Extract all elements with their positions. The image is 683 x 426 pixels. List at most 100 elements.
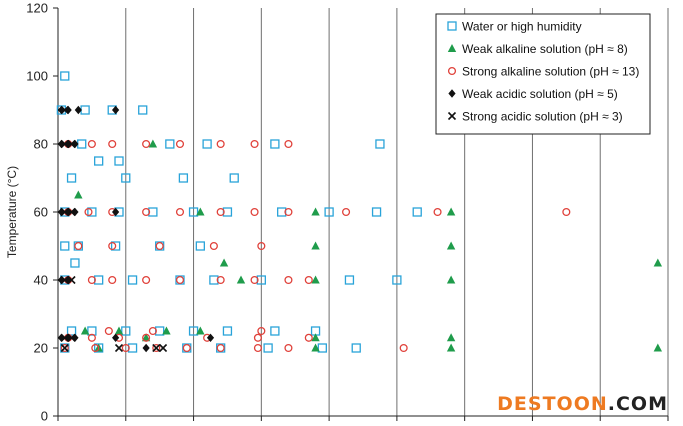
point-s4-3 — [60, 207, 69, 217]
point-s2-43 — [152, 343, 161, 353]
y-ticks: 0 20 40 60 80 100 120 — [26, 1, 58, 424]
point-s2-31 — [284, 275, 293, 285]
point-s0-19 — [371, 207, 382, 217]
point-s2-1 — [87, 139, 96, 149]
point-s2-28 — [175, 275, 185, 285]
point-s2-22 — [209, 241, 218, 251]
point-s0-9 — [178, 173, 189, 183]
point-s4-9 — [114, 343, 124, 353]
legend-entry-3: Weak acidic solution (pH ≈ 5) — [462, 87, 618, 101]
legend-entry-2: Strong alkaline solution (pH ≈ 13) — [462, 65, 639, 79]
point-s2-42 — [121, 343, 130, 353]
point-s1-2 — [80, 326, 90, 335]
point-s2-21 — [155, 241, 164, 251]
point-s0-29 — [127, 275, 138, 285]
point-s2-2 — [108, 139, 117, 149]
point-s2-13 — [216, 207, 225, 217]
point-s2-25 — [87, 275, 96, 285]
point-s2-9 — [84, 207, 93, 217]
legend-entry-0: Water or high humidity — [462, 20, 582, 34]
point-s2-12 — [175, 207, 185, 217]
point-s2-44 — [182, 343, 191, 353]
point-s0-21 — [60, 241, 70, 251]
legend-marker-0 — [447, 21, 457, 31]
legend-marker-3 — [448, 89, 456, 98]
point-s3-17 — [206, 333, 215, 342]
point-s1-3 — [114, 326, 124, 335]
y-tick-label-100: 100 — [26, 69, 48, 84]
point-s2-29 — [216, 275, 225, 285]
y-axis-label: Temperature (°C) — [5, 166, 19, 258]
point-s2-32 — [304, 275, 313, 285]
point-s0-37 — [121, 326, 131, 336]
point-s3-8 — [64, 207, 72, 217]
point-s4-7 — [60, 333, 69, 342]
point-s0-40 — [222, 326, 233, 336]
point-s2-7 — [284, 139, 293, 149]
point-s0-41 — [270, 326, 280, 336]
point-s2-26 — [108, 275, 117, 285]
point-s2-17 — [433, 207, 442, 217]
point-s2-23 — [257, 241, 266, 251]
legend-box — [435, 13, 651, 135]
point-s1-12 — [446, 241, 456, 250]
point-s1-19 — [653, 258, 663, 267]
point-s2-11 — [142, 207, 151, 217]
point-s4-1 — [60, 139, 69, 149]
point-s2-19 — [74, 241, 83, 251]
y-tick-label-120: 120 — [26, 1, 48, 16]
point-s0-6 — [114, 156, 124, 166]
point-s3-6 — [71, 139, 79, 149]
point-s0-54 — [375, 139, 385, 149]
point-s1-6 — [141, 333, 151, 342]
y-tick-label-60: 60 — [34, 205, 48, 220]
point-s4-4 — [67, 207, 76, 217]
point-s1-1 — [148, 139, 158, 148]
point-s0-20 — [412, 207, 422, 217]
point-s1-15 — [311, 333, 320, 342]
point-s1-22 — [236, 275, 246, 284]
point-s1-13 — [311, 275, 320, 284]
point-s1-21 — [196, 207, 205, 216]
point-s4-11 — [60, 343, 69, 353]
watermark-suffix: .COM — [608, 393, 668, 415]
point-s4-2 — [67, 139, 76, 149]
point-s2-47 — [284, 343, 293, 353]
point-s0-51 — [165, 139, 175, 149]
point-s2-46 — [253, 343, 262, 353]
legend-marker-1 — [447, 44, 457, 52]
point-s2-45 — [216, 343, 225, 353]
y-tick-label-80: 80 — [34, 137, 48, 152]
point-s1-20 — [653, 343, 663, 352]
y-tick-label-0: 0 — [41, 409, 48, 424]
point-s4-0 — [60, 105, 69, 115]
point-s0-50 — [351, 343, 361, 353]
point-s2-18 — [562, 207, 571, 217]
point-s2-41 — [91, 343, 100, 353]
data-points — [56, 71, 663, 353]
point-s2-14 — [250, 207, 259, 217]
point-s3-3 — [112, 105, 120, 115]
point-s2-51 — [257, 326, 266, 336]
watermark-main: DESTOON — [497, 393, 608, 415]
point-s2-34 — [87, 333, 96, 342]
point-s0-48 — [263, 343, 273, 353]
point-s2-40 — [60, 343, 69, 353]
legend-entry-4: Strong acidic solution (pH ≈ 3) — [462, 110, 623, 124]
series-2 — [60, 139, 571, 353]
point-s2-30 — [250, 275, 259, 285]
point-s4-6 — [67, 275, 76, 285]
point-s2-50 — [104, 326, 113, 336]
point-s0-35 — [66, 326, 77, 336]
point-s0-23 — [110, 241, 121, 251]
point-s3-5 — [64, 139, 72, 149]
point-s1-18 — [446, 343, 456, 352]
legend-marker-4 — [447, 111, 457, 121]
point-s2-27 — [142, 275, 151, 285]
point-s0-8 — [121, 173, 131, 183]
point-s2-39 — [304, 333, 313, 342]
point-s3-7 — [57, 207, 65, 217]
point-s2-16 — [342, 207, 351, 217]
point-s0-52 — [202, 139, 212, 149]
point-s2-38 — [253, 333, 262, 342]
